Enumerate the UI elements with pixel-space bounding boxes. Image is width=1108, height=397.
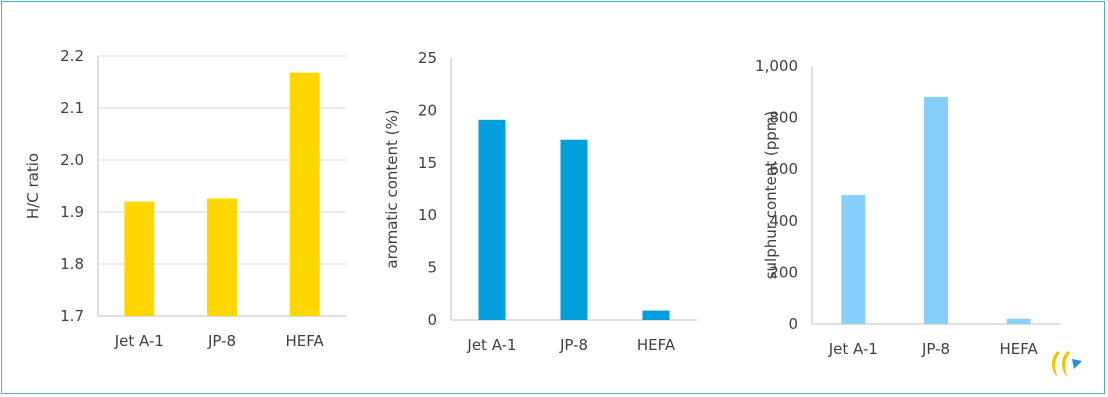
y-tick-label: 15 bbox=[418, 154, 437, 172]
y-tick-label: 1.8 bbox=[60, 255, 84, 273]
y-tick-label: 1.9 bbox=[60, 203, 84, 221]
bar-jet-a-1 bbox=[478, 119, 506, 320]
x-tick-label: Jet A-1 bbox=[828, 340, 878, 358]
y-axis-title: aromatic content (%) bbox=[383, 109, 401, 268]
x-tick-label: Jet A-1 bbox=[114, 332, 164, 350]
y-tick-label: 2.2 bbox=[60, 47, 84, 65]
aromatic-content-chart: 0 5 10 15 20 25 Jet A-1 JP-8 HEFA aromatic conten… bbox=[383, 49, 697, 354]
x-tick-label: JP-8 bbox=[207, 332, 236, 350]
bar-jp-8 bbox=[560, 139, 588, 320]
x-tick-label: Jet A-1 bbox=[466, 336, 516, 354]
y-tick-label: 25 bbox=[418, 49, 437, 67]
bar-jet-a-1 bbox=[841, 195, 866, 324]
y-tick-label: 800 bbox=[769, 109, 798, 127]
x-tick-label: HEFA bbox=[1000, 340, 1039, 358]
brand-logo-icon bbox=[1052, 351, 1082, 377]
bar-hefa bbox=[1006, 318, 1031, 324]
y-tick-label: 2.0 bbox=[60, 151, 84, 169]
x-tick-label: HEFA bbox=[637, 336, 676, 354]
bar-jet-a-1 bbox=[124, 201, 155, 316]
hc-ratio-chart: 1.7 1.8 1.9 2.0 2.1 2.2 Jet A-1 JP-8 HEFA H/C rat… bbox=[24, 47, 346, 350]
y-tick-label: 5 bbox=[427, 259, 437, 277]
bar-jp-8 bbox=[924, 96, 948, 325]
y-tick-label: 2.1 bbox=[60, 99, 84, 117]
y-tick-label: 1.7 bbox=[60, 307, 84, 325]
sulphur-content-chart: 0 200 400 600 800 1,000 Jet A-1 JP-8 HEFA sulphur… bbox=[755, 57, 1060, 358]
bar-hefa bbox=[642, 310, 670, 320]
y-tick-label: 600 bbox=[769, 160, 798, 178]
y-tick-label: 10 bbox=[418, 206, 437, 224]
bar-jp-8 bbox=[207, 198, 237, 316]
x-tick-label: JP-8 bbox=[921, 340, 950, 358]
y-tick-label: 200 bbox=[769, 263, 798, 281]
bar-hefa bbox=[289, 72, 320, 316]
y-tick-label: 20 bbox=[418, 101, 437, 119]
y-axis-title: sulphur content (ppm) bbox=[762, 111, 780, 280]
y-tick-label: 400 bbox=[769, 212, 798, 230]
y-tick-label: 1,000 bbox=[755, 57, 798, 75]
y-tick-label: 0 bbox=[788, 315, 798, 333]
y-tick-label: 0 bbox=[427, 311, 437, 329]
y-axis-title: H/C ratio bbox=[24, 153, 42, 219]
x-tick-label: JP-8 bbox=[559, 336, 588, 354]
x-tick-label: HEFA bbox=[286, 332, 325, 350]
